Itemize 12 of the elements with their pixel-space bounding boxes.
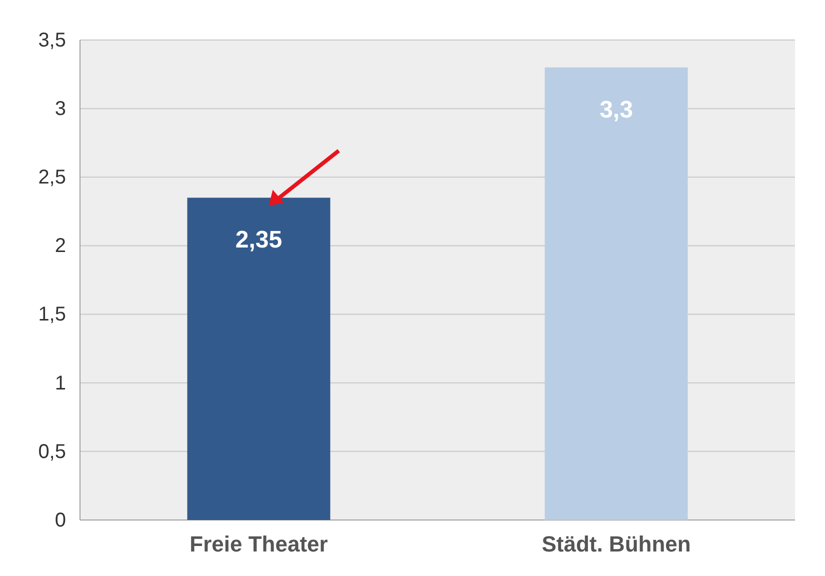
y-tick-label: 0,5: [38, 440, 66, 463]
y-tick-label: 2: [54, 235, 66, 258]
x-tick-label: Freie Theater: [190, 532, 328, 557]
data-label: 3,3: [600, 96, 633, 124]
y-tick-label: 1,5: [38, 304, 66, 326]
x-tick-label: Städt. Bühnen: [542, 532, 691, 557]
data-label: 2,35: [235, 226, 282, 254]
y-tick-label: 0: [54, 509, 66, 532]
y-tick-label: 3,5: [38, 29, 66, 52]
y-tick-label: 1: [54, 372, 66, 394]
y-tick-label: 3: [54, 98, 66, 120]
y-tick-label: 2,5: [38, 166, 66, 189]
